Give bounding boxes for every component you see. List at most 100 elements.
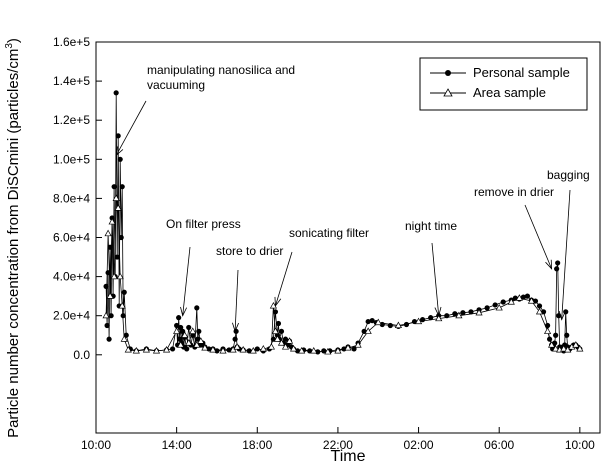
- personal-point: [186, 324, 192, 331]
- area-point: [334, 346, 342, 354]
- personal-point: [120, 313, 126, 319]
- area-point: [364, 327, 372, 334]
- area-point: [239, 345, 247, 353]
- area-point: [118, 302, 126, 309]
- legend: Personal sample Area sample: [419, 57, 588, 111]
- area-point: [142, 345, 150, 353]
- area-point: [435, 314, 443, 322]
- personal-point: [554, 266, 560, 272]
- area-point: [106, 292, 114, 299]
- personal-point: [452, 311, 458, 317]
- area-point: [189, 327, 197, 334]
- area-point: [177, 341, 185, 348]
- area-point: [535, 307, 544, 315]
- area-point: [289, 345, 298, 352]
- personal-point: [106, 336, 112, 342]
- personal-point: [105, 270, 111, 276]
- area-point: [475, 308, 483, 316]
- personal-point: [468, 309, 474, 315]
- y-tick-label: 1.0e+5: [53, 152, 90, 166]
- y-tick-label: 0.0: [73, 348, 90, 362]
- area-point: [515, 294, 523, 301]
- annotation-arrow: [115, 100, 147, 156]
- legend-personal-marker: [445, 70, 451, 76]
- area-point: [394, 321, 402, 329]
- area-point: [104, 229, 112, 237]
- annotation-arrowhead: [274, 296, 282, 308]
- area-point: [281, 343, 290, 350]
- annotation-label: vacuuming: [147, 78, 205, 92]
- area-point: [120, 335, 128, 342]
- annotation-arrowhead: [558, 310, 566, 321]
- area-point: [495, 303, 503, 311]
- area-point: [201, 344, 209, 351]
- personal-point: [553, 332, 559, 338]
- personal-point: [365, 318, 371, 325]
- area-point: [233, 343, 241, 350]
- personal-point: [544, 322, 551, 329]
- personal-point: [282, 336, 289, 342]
- y-tick-label: 2.0e+4: [53, 309, 90, 323]
- annotation-label: bagging: [547, 168, 590, 182]
- area-point: [249, 346, 257, 354]
- legend-box: [419, 57, 588, 111]
- personal-point: [115, 133, 121, 139]
- area-point: [132, 346, 140, 354]
- area-point: [181, 331, 189, 338]
- area-point: [572, 341, 580, 348]
- legend-area-marker: [443, 88, 453, 97]
- y-tick-label: 1.6e+5: [53, 35, 90, 49]
- personal-point: [178, 324, 184, 331]
- personal-point: [500, 299, 506, 305]
- personal-point: [524, 293, 531, 299]
- area-point: [152, 346, 161, 354]
- area-point: [124, 345, 132, 353]
- area-point: [197, 337, 205, 344]
- area-point: [344, 344, 352, 351]
- area-point: [112, 194, 120, 201]
- area-point: [560, 345, 568, 352]
- personal-point: [170, 346, 176, 352]
- personal-point: [114, 254, 120, 260]
- personal-point: [111, 184, 117, 190]
- y-tick-label: 6.0e+4: [53, 231, 90, 245]
- area-point: [527, 297, 536, 304]
- x-tick-label: 02:00: [404, 438, 434, 452]
- area-point: [110, 272, 118, 280]
- personal-point: [119, 184, 125, 190]
- area-point: [193, 341, 201, 348]
- annotation-label: night time: [405, 219, 457, 233]
- personal-point: [117, 156, 123, 162]
- y-tick-label: 8.0e+4: [53, 191, 90, 205]
- area-point: [298, 346, 306, 354]
- personal-point: [278, 328, 285, 334]
- x-tick-label: 22:00: [323, 438, 353, 452]
- x-tick-label: 06:00: [484, 438, 514, 452]
- personal-point: [564, 332, 570, 338]
- personal-point: [121, 289, 127, 295]
- area-point: [116, 272, 124, 280]
- personal-point: [104, 322, 110, 329]
- x-axis-title: Time: [331, 448, 366, 465]
- area-point: [271, 327, 280, 334]
- area-point: [259, 345, 267, 352]
- y-tick-label: 1.2e+5: [53, 113, 90, 127]
- area-point: [269, 302, 278, 309]
- personal-point: [176, 315, 182, 321]
- area-point: [310, 346, 318, 354]
- personal-point: [484, 305, 490, 311]
- personal-point: [403, 321, 410, 328]
- area-point: [455, 311, 463, 319]
- personal-point: [194, 305, 200, 311]
- area-point: [173, 327, 181, 334]
- area-point: [543, 327, 552, 334]
- annotation-label: On filter press: [166, 217, 241, 231]
- area-point: [277, 339, 286, 346]
- personal-point: [232, 336, 238, 342]
- y-axis-title: Particle number concentration from DiSCm…: [4, 38, 22, 438]
- area-point: [273, 335, 282, 342]
- personal-point: [113, 90, 119, 96]
- personal-point: [108, 313, 114, 319]
